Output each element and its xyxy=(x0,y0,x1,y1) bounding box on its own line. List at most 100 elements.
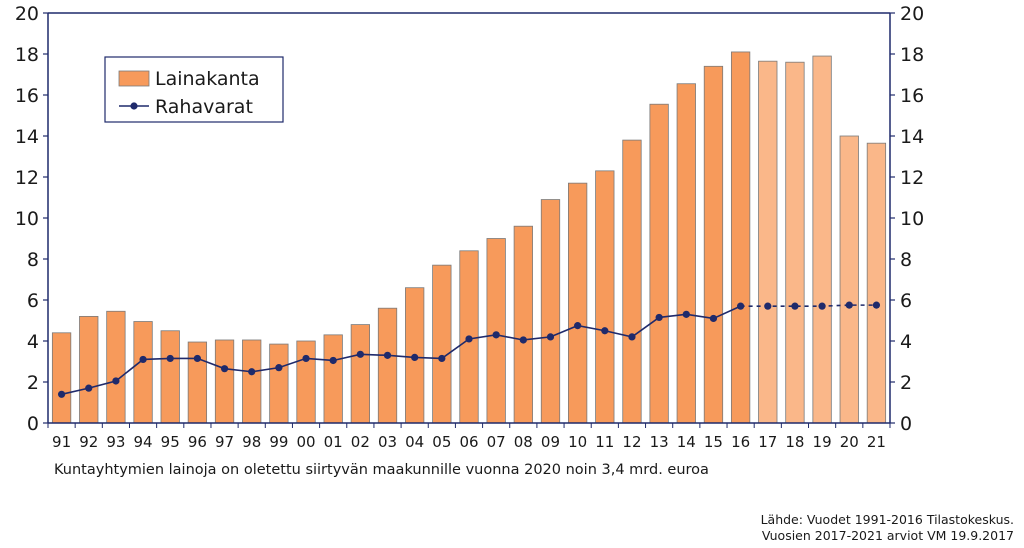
chart-note: Kuntayhtymien lainoja on oletettu siirty… xyxy=(54,462,709,478)
x-tick-label-00: 00 xyxy=(296,433,315,451)
y-tick-label-left: 10 xyxy=(15,208,39,230)
point-03 xyxy=(383,351,392,359)
x-tick-label-97: 97 xyxy=(215,433,234,451)
point-15 xyxy=(709,314,718,323)
point-92 xyxy=(85,384,93,392)
point-00 xyxy=(302,354,310,363)
y-tick-label-left: 4 xyxy=(27,331,39,353)
y-tick-label-left: 8 xyxy=(27,249,39,271)
source-line-2: Vuosien 2017-2021 arviot VM 19.9.2017 xyxy=(761,528,1014,543)
x-tick-label-92: 92 xyxy=(79,433,98,451)
x-tick-label-09: 09 xyxy=(541,433,560,451)
bar-10 xyxy=(568,182,588,424)
x-tick-label-15: 15 xyxy=(704,433,723,451)
line-rahavarat-forecast xyxy=(740,304,877,307)
point-12 xyxy=(628,333,636,341)
point-18 xyxy=(791,302,799,310)
x-tick-label-94: 94 xyxy=(134,433,153,451)
bar-08 xyxy=(513,225,533,424)
x-tick-label-12: 12 xyxy=(622,433,641,451)
bar-15 xyxy=(703,65,724,424)
x-tick-label-17: 17 xyxy=(758,433,777,451)
point-14 xyxy=(682,310,690,318)
bar-93 xyxy=(106,310,126,424)
legend-swatch-lainakanta xyxy=(118,70,150,87)
bar-98 xyxy=(242,339,262,424)
x-tick-label-11: 11 xyxy=(595,433,614,451)
x-tick-label-96: 96 xyxy=(188,433,207,451)
legend-label-rahavarat: Rahavarat xyxy=(155,96,253,118)
point-94 xyxy=(139,355,147,364)
point-11 xyxy=(601,327,609,335)
point-01 xyxy=(329,356,337,365)
point-19 xyxy=(818,302,826,310)
y-tick-label-right: 14 xyxy=(900,126,924,148)
bar-16 xyxy=(730,51,751,424)
bar-05 xyxy=(432,264,452,424)
y-tick-label-right: 2 xyxy=(900,372,912,394)
y-tick-label-right: 0 xyxy=(900,413,912,435)
y-tick-label-left: 6 xyxy=(27,290,39,312)
x-tick-label-04: 04 xyxy=(405,433,424,451)
point-06 xyxy=(465,335,473,343)
point-13 xyxy=(655,313,663,322)
x-tick-label-03: 03 xyxy=(378,433,397,451)
bar-00 xyxy=(296,340,316,424)
x-tick-label-06: 06 xyxy=(459,433,478,451)
bar-20 xyxy=(839,135,859,424)
x-tick-label-16: 16 xyxy=(731,433,750,451)
point-04 xyxy=(411,353,419,361)
point-96 xyxy=(193,354,201,363)
x-tick-label-01: 01 xyxy=(324,433,343,451)
point-16 xyxy=(737,302,745,310)
y-tick-label-left: 12 xyxy=(15,167,39,189)
y-tick-label-right: 20 xyxy=(900,3,924,25)
bar-17 xyxy=(758,60,778,424)
source-line-1: Lähde: Vuodet 1991-2016 Tilastokeskus. xyxy=(760,512,1014,527)
y-tick-label-left: 18 xyxy=(15,44,39,66)
point-17 xyxy=(764,302,772,310)
bar-19 xyxy=(812,55,832,424)
point-95 xyxy=(166,354,174,363)
bar-18 xyxy=(785,61,805,424)
y-tick-label-left: 0 xyxy=(27,413,39,435)
point-05 xyxy=(438,354,446,363)
x-tick-label-19: 19 xyxy=(813,433,832,451)
point-20 xyxy=(845,301,853,309)
x-tick-label-08: 08 xyxy=(514,433,533,451)
bar-02 xyxy=(350,324,370,424)
y-tick-label-right: 6 xyxy=(900,290,912,312)
point-91 xyxy=(57,390,66,398)
bar-97 xyxy=(214,339,235,424)
x-tick-label-99: 99 xyxy=(269,433,288,451)
legend-marker-rahavarat xyxy=(130,102,138,110)
point-07 xyxy=(492,331,500,339)
bar-95 xyxy=(160,330,180,424)
bar-07 xyxy=(486,238,506,424)
x-tick-label-91: 91 xyxy=(52,433,71,451)
bar-03 xyxy=(377,307,398,424)
bar-14 xyxy=(676,83,696,424)
bar-91 xyxy=(51,332,72,424)
bar-21 xyxy=(866,142,887,424)
point-98 xyxy=(248,368,256,376)
y-tick-label-left: 2 xyxy=(27,372,39,394)
bar-96 xyxy=(187,341,208,424)
x-tick-label-98: 98 xyxy=(242,433,261,451)
y-tick-label-right: 18 xyxy=(900,44,924,66)
x-tick-label-10: 10 xyxy=(568,433,587,451)
bar-92 xyxy=(79,315,99,424)
point-99 xyxy=(275,364,283,372)
x-tick-label-20: 20 xyxy=(840,433,859,451)
point-09 xyxy=(546,333,555,341)
point-21 xyxy=(872,301,881,309)
y-tick-label-right: 16 xyxy=(900,85,924,107)
y-tick-label-right: 8 xyxy=(900,249,912,271)
point-93 xyxy=(112,377,120,385)
bar-99 xyxy=(269,343,289,424)
x-tick-label-02: 02 xyxy=(351,433,370,451)
x-tick-label-95: 95 xyxy=(161,433,180,451)
y-tick-label-left: 16 xyxy=(15,85,39,107)
legend-box xyxy=(104,56,284,123)
